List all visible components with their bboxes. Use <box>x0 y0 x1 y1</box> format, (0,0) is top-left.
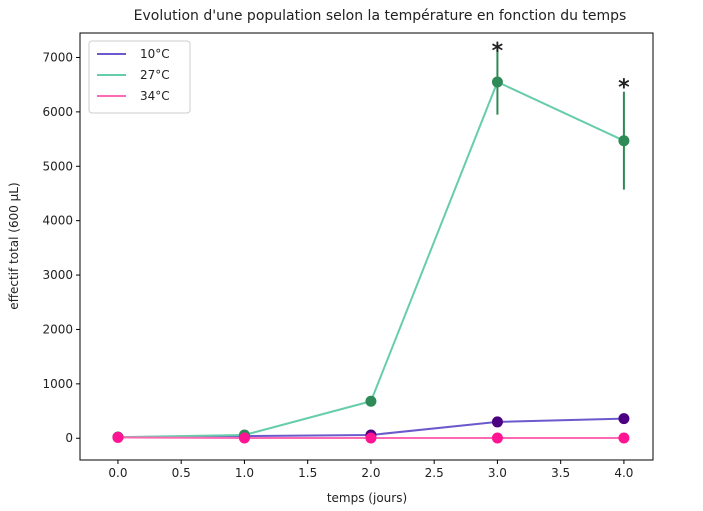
data-point <box>618 413 630 425</box>
legend-label: 34°C <box>140 89 170 103</box>
data-point <box>365 395 377 407</box>
y-axis: 0 1000 2000 3000 4000 5000 6000 7000 <box>42 50 80 445</box>
significance-marker: * <box>492 39 504 64</box>
data-point <box>491 76 503 88</box>
x-axis: 0.0 0.5 1.0 1.5 2.0 2.5 3.0 3.5 4.0 <box>108 460 633 480</box>
x-tick-label: 2.5 <box>425 466 444 480</box>
y-tick-label: 1000 <box>42 377 73 391</box>
x-tick-label: 0.0 <box>108 466 127 480</box>
x-axis-title: temps (jours) <box>327 491 407 505</box>
data-point <box>618 135 630 147</box>
y-tick-label: 3000 <box>42 268 73 282</box>
y-tick-label: 6000 <box>42 105 73 119</box>
data-point <box>491 432 503 444</box>
y-tick-label: 0 <box>65 431 73 445</box>
y-tick-label: 2000 <box>42 322 73 336</box>
x-tick-label: 2.0 <box>361 466 380 480</box>
significance-marker: * <box>618 75 630 100</box>
data-point <box>112 431 124 443</box>
y-tick-label: 4000 <box>42 214 73 228</box>
y-axis-title: effectif total (600 µL) <box>7 182 21 309</box>
x-tick-label: 1.5 <box>298 466 317 480</box>
x-tick-label: 3.0 <box>488 466 507 480</box>
y-tick-label: 7000 <box>42 50 73 64</box>
legend-label: 27°C <box>140 68 170 82</box>
data-point <box>365 432 377 444</box>
annotation-layer: ** <box>492 39 630 100</box>
x-tick-label: 0.5 <box>172 466 191 480</box>
data-point <box>491 416 503 428</box>
x-tick-label: 4.0 <box>614 466 633 480</box>
legend-label: 10°C <box>140 47 170 61</box>
data-point <box>238 432 250 444</box>
chart-title: Evolution d'une population selon la temp… <box>134 8 627 24</box>
y-tick-label: 5000 <box>42 159 73 173</box>
data-point <box>618 432 630 444</box>
legend: 10°C 27°C 34°C <box>88 40 191 114</box>
x-tick-label: 1.0 <box>235 466 254 480</box>
x-tick-label: 3.5 <box>551 466 570 480</box>
series-layer <box>112 49 630 444</box>
